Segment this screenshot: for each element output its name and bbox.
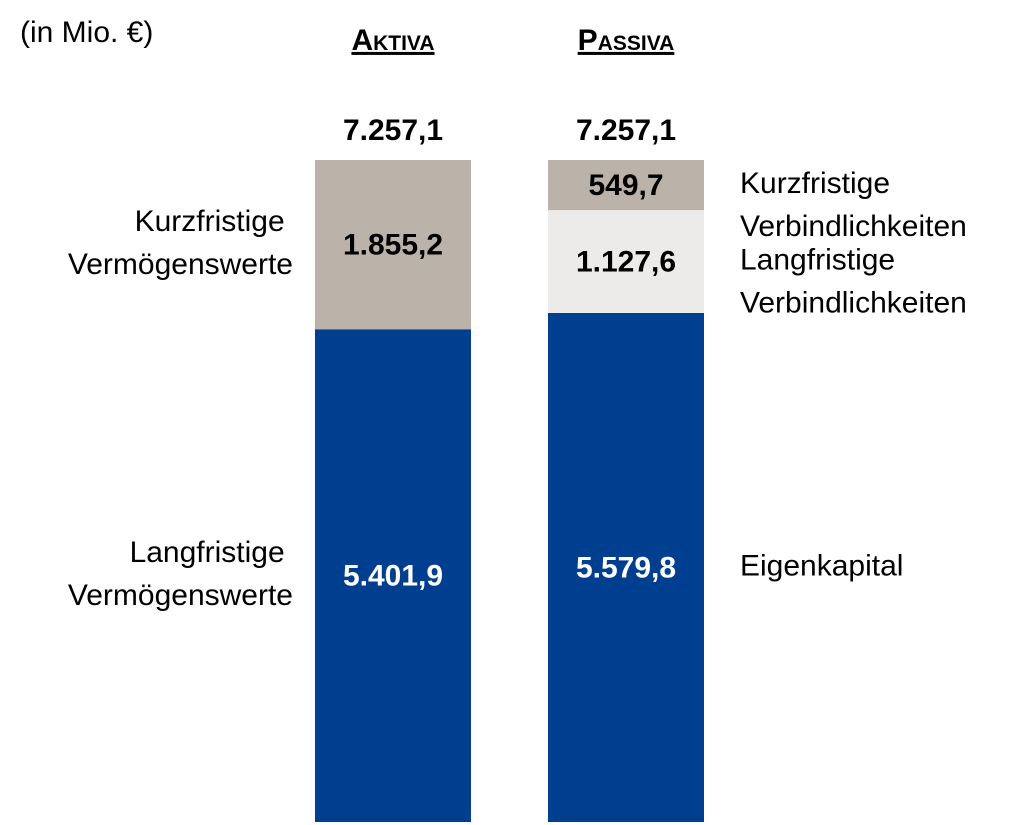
- category-label: Passiva: [578, 24, 675, 57]
- segment-label: Kurzfristige Verbindlichkeiten: [740, 167, 967, 243]
- value-label: 549,7: [588, 169, 663, 202]
- bar-segment: [548, 313, 704, 822]
- bar-segment: [315, 329, 471, 822]
- unit-label: (in Mio. €): [20, 16, 153, 49]
- segment-label: Kurzfristige Vermögenswerte: [68, 205, 293, 281]
- bar-segment: [315, 160, 471, 330]
- segment-label: Langfristige Vermögenswerte: [68, 536, 293, 612]
- total-label: 7.257,1: [343, 114, 443, 147]
- segment-label: Eigenkapital: [740, 549, 903, 582]
- segment-label: Langfristige Verbindlichkeiten: [740, 243, 967, 319]
- value-label: 5.401,9: [343, 560, 443, 593]
- bar-segment: [548, 160, 704, 211]
- bar-segment: [548, 210, 704, 314]
- value-label: 1.127,6: [576, 245, 676, 278]
- value-label: 5.579,8: [576, 551, 676, 584]
- category-label: Aktiva: [351, 24, 434, 57]
- value-label: 1.855,2: [343, 229, 443, 262]
- total-label: 7.257,1: [576, 114, 676, 147]
